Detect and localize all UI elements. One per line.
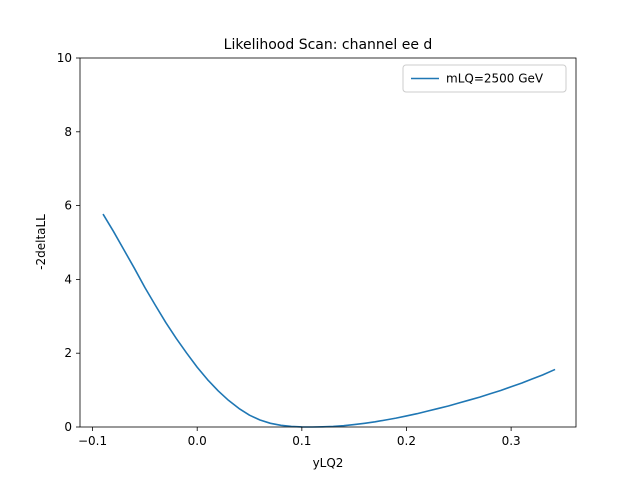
x-tick-label: 0.1 bbox=[292, 434, 311, 448]
x-tick-label: 0.0 bbox=[188, 434, 207, 448]
y-tick-label: 8 bbox=[64, 125, 72, 139]
x-tick-label: 0.3 bbox=[502, 434, 521, 448]
legend-box bbox=[402, 64, 567, 93]
legend-label: mLQ=2500 GeV bbox=[446, 72, 544, 86]
chart-title: Likelihood Scan: channel ee d bbox=[224, 37, 433, 53]
y-tick-label: 2 bbox=[64, 346, 72, 360]
y-axis-label: -2deltaLL bbox=[34, 214, 48, 270]
x-axis-label: yLQ2 bbox=[313, 456, 344, 470]
x-tick-label: 0.2 bbox=[397, 434, 416, 448]
x-tick-label: −0.1 bbox=[78, 434, 107, 448]
y-tick-label: 6 bbox=[64, 199, 72, 213]
y-tick-label: 0 bbox=[64, 420, 72, 434]
y-tick-label: 4 bbox=[64, 272, 72, 286]
y-tick-label: 10 bbox=[57, 51, 72, 65]
plot-area: −0.1 0.0 0.1 0.2 0.3 0 2 4 6 8 10 bbox=[57, 51, 577, 448]
axes-frame bbox=[79, 57, 577, 428]
legend: mLQ=2500 GeV bbox=[402, 64, 567, 93]
